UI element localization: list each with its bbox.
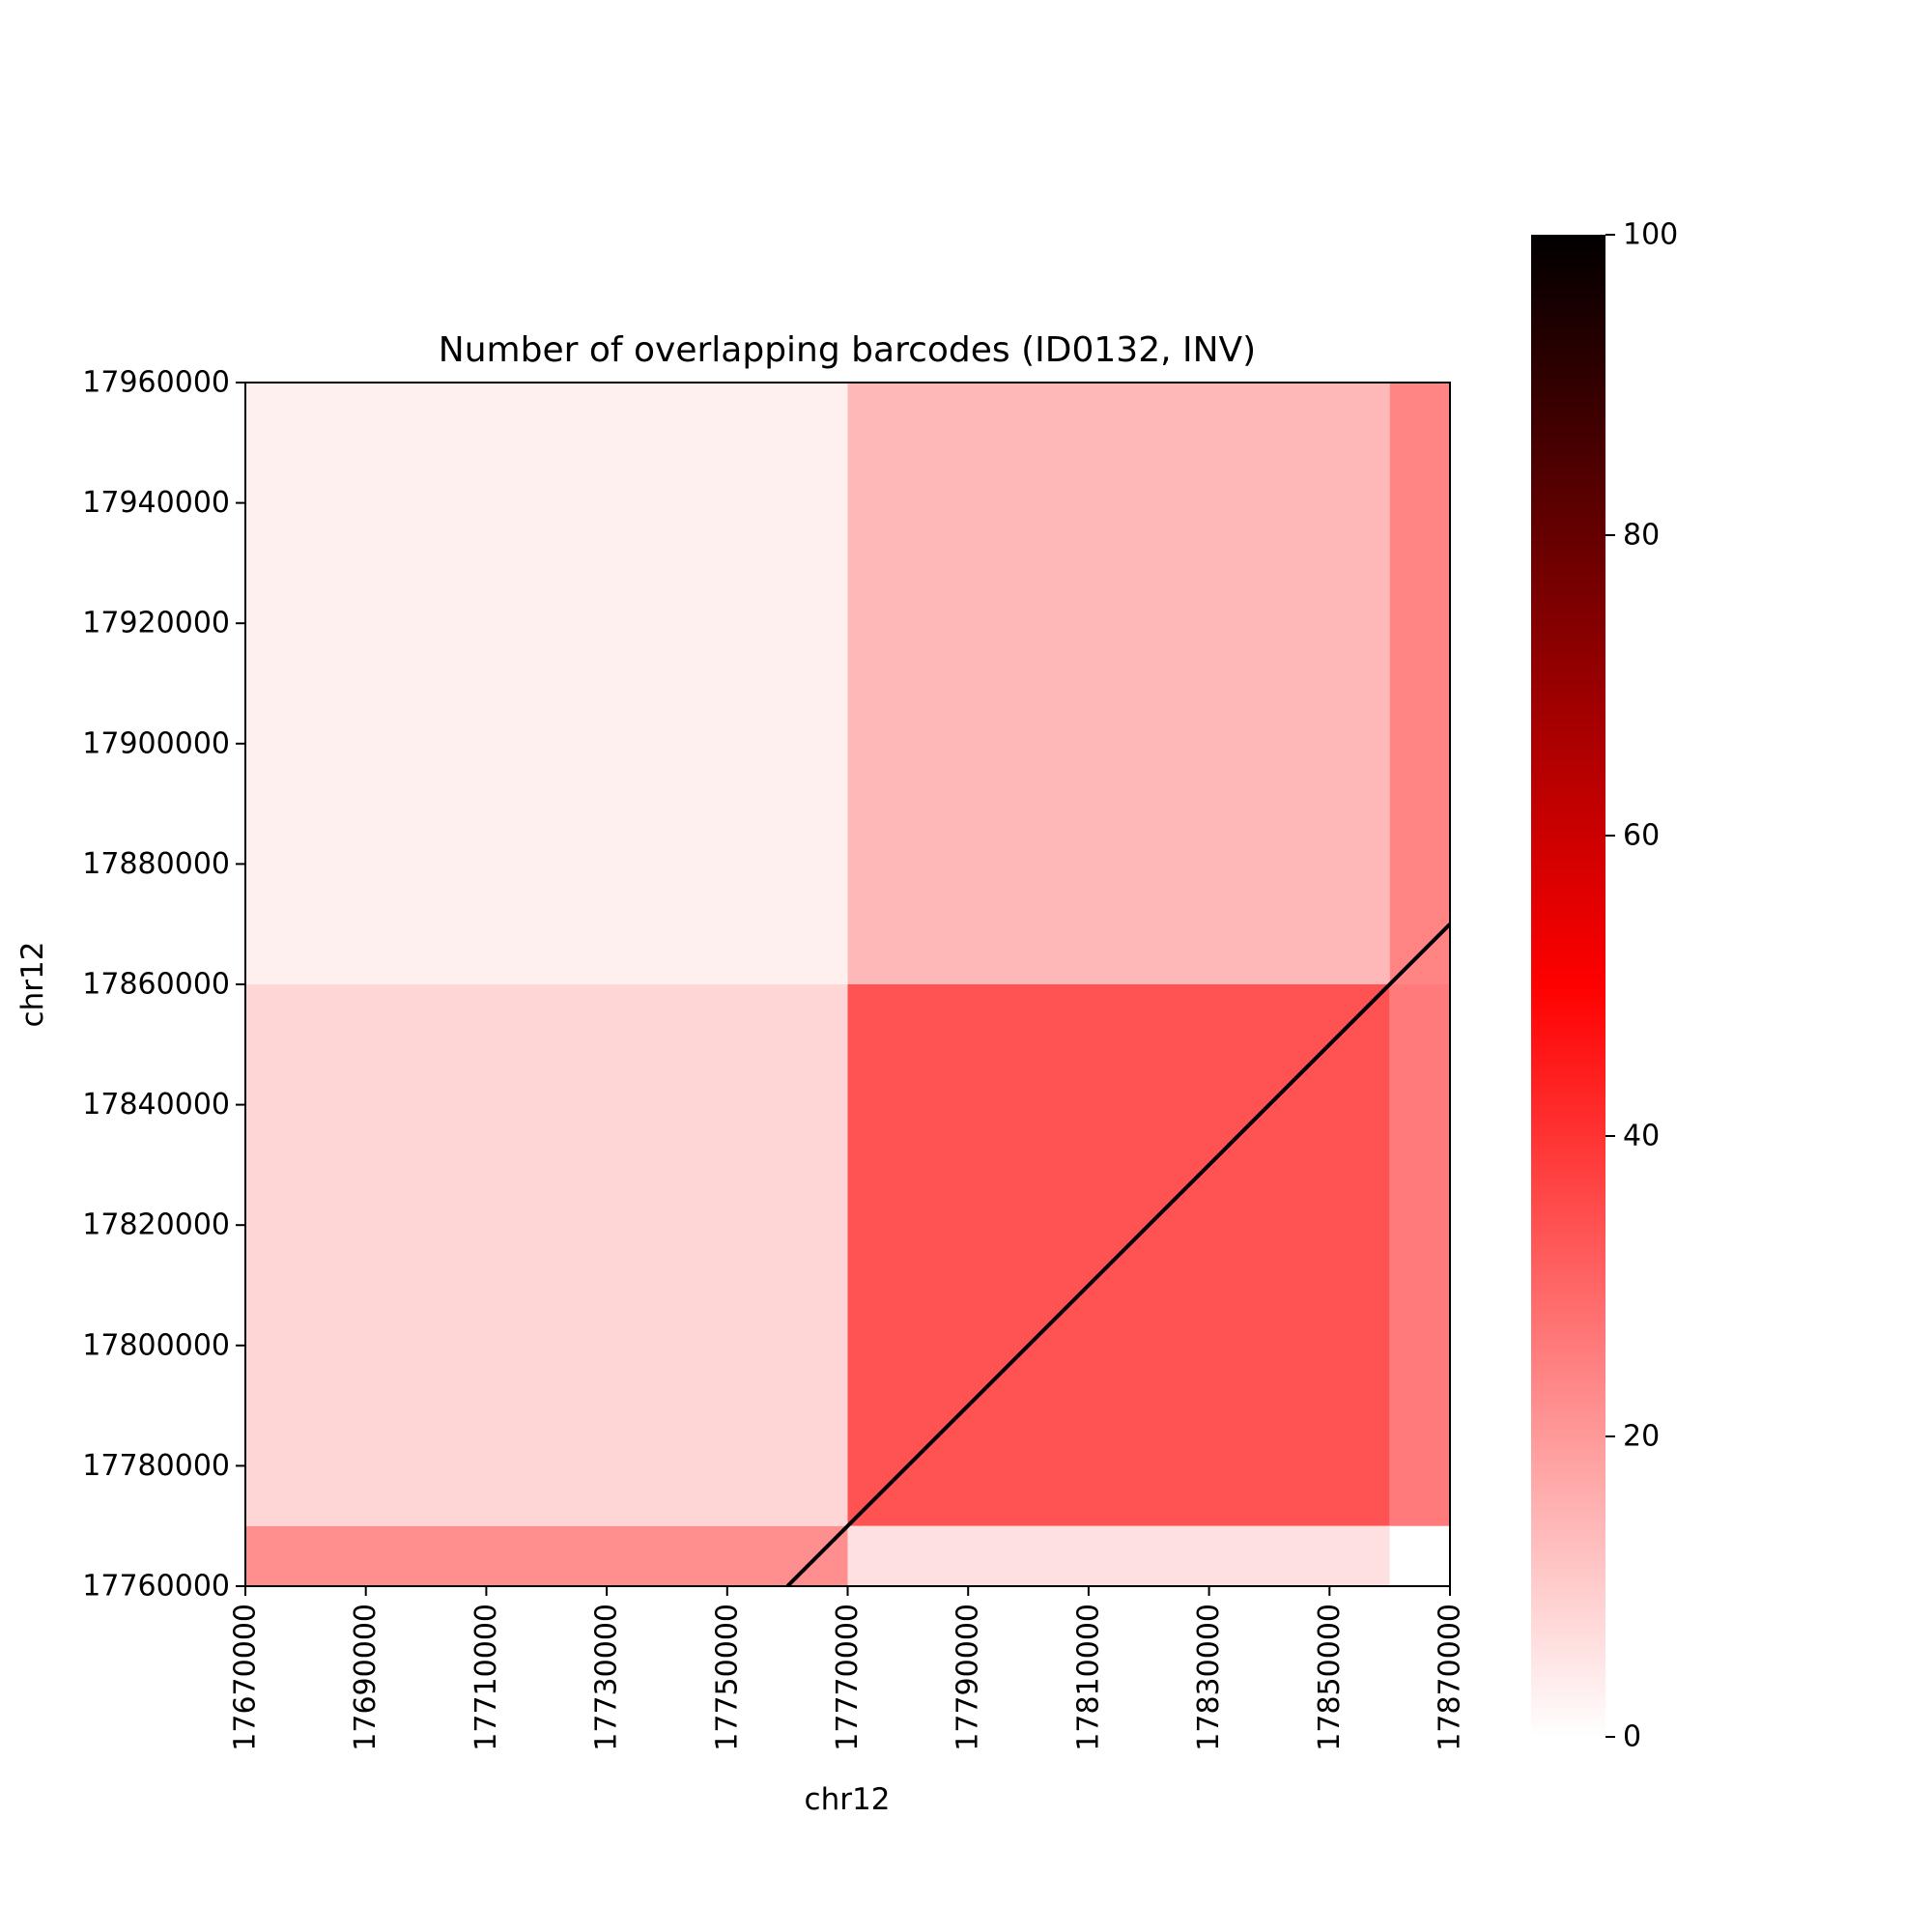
x-axis-label: chr12 xyxy=(805,1782,891,1817)
x-tick-label: 17870000 xyxy=(1434,1604,1467,1751)
heatmap-block-7 xyxy=(245,383,848,984)
x-tick-label: 17670000 xyxy=(229,1604,263,1751)
x-tick-label: 17790000 xyxy=(952,1604,985,1751)
heatmap-block-3 xyxy=(1389,984,1450,1526)
y-tick-label: 17800000 xyxy=(82,1328,230,1362)
y-tick-label: 17920000 xyxy=(82,607,230,640)
y-tick-label: 17760000 xyxy=(82,1570,230,1604)
y-tick-label: 17780000 xyxy=(82,1449,230,1483)
x-tick-label: 17710000 xyxy=(469,1604,503,1751)
colorbar-tick-label: 80 xyxy=(1623,519,1660,553)
colorbar-tick-label: 100 xyxy=(1623,218,1678,252)
x-tick-label: 17690000 xyxy=(349,1604,383,1751)
y-tick-label: 17940000 xyxy=(82,486,230,520)
y-axis-ticks: 17760000 17780000 17800000 17820000 17840000… xyxy=(82,366,245,1604)
y-tick-label: 17860000 xyxy=(82,968,230,1002)
y-axis-label: chr12 xyxy=(15,942,50,1028)
x-tick-label: 17850000 xyxy=(1313,1604,1347,1751)
colorbar-tick-label: 0 xyxy=(1623,1720,1641,1754)
heatmap-block-6 xyxy=(1389,383,1450,984)
x-tick-label: 17830000 xyxy=(1192,1604,1226,1751)
colorbar xyxy=(1531,235,1605,1737)
colorbar-tick-label: 60 xyxy=(1623,819,1660,853)
colorbar-ticks: 0 20 40 60 80 100 xyxy=(1605,218,1678,1754)
colorbar-tick-label: 40 xyxy=(1623,1120,1660,1153)
heatmap-area xyxy=(245,383,1450,1586)
heatmap-block-4 xyxy=(245,984,848,1526)
x-axis-ticks: 17670000 17690000 17710000 17730000 17750000… xyxy=(229,1586,1467,1751)
x-tick-label: 17810000 xyxy=(1071,1604,1105,1751)
chart-title: Number of overlapping barcodes (ID0132, … xyxy=(439,330,1256,370)
y-tick-label: 17960000 xyxy=(82,366,230,400)
y-tick-label: 17900000 xyxy=(82,726,230,760)
y-tick-label: 17820000 xyxy=(82,1208,230,1242)
x-tick-label: 17730000 xyxy=(590,1604,624,1751)
y-tick-label: 17840000 xyxy=(82,1088,230,1122)
x-tick-label: 17750000 xyxy=(710,1604,744,1751)
y-tick-label: 17880000 xyxy=(82,847,230,881)
colorbar-tick-label: 20 xyxy=(1623,1420,1660,1454)
heatmap-block-1 xyxy=(245,1525,848,1586)
heatmap-block-2 xyxy=(847,1525,1390,1586)
x-tick-label: 17770000 xyxy=(831,1604,865,1751)
heatmap-diagonal xyxy=(785,923,1450,1586)
heatmap-block-5 xyxy=(847,383,1390,984)
